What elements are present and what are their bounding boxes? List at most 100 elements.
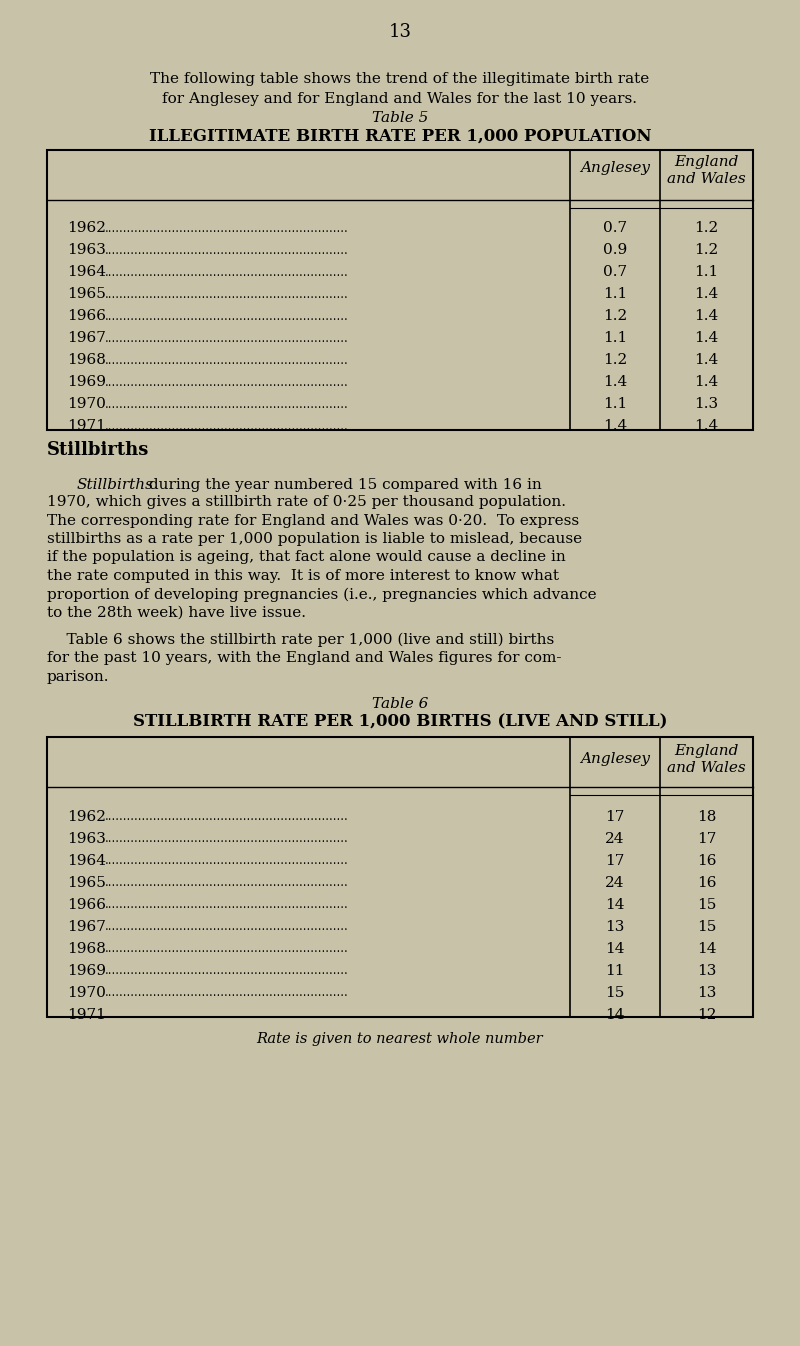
Text: 13: 13 — [606, 921, 625, 934]
Text: 1970: 1970 — [67, 397, 106, 411]
Text: 1.4: 1.4 — [603, 419, 627, 433]
Text: 14: 14 — [606, 942, 625, 956]
Text: The corresponding rate for England and Wales was 0·20.  To express: The corresponding rate for England and W… — [47, 514, 579, 528]
Text: 1.4: 1.4 — [694, 419, 718, 433]
Text: Table 5: Table 5 — [372, 110, 428, 125]
Text: 1967: 1967 — [67, 921, 106, 934]
Text: during the year numbered 15 compared with 16 in: during the year numbered 15 compared wit… — [144, 478, 542, 493]
Text: .................................................................: ........................................… — [105, 810, 349, 824]
Text: 14: 14 — [606, 898, 625, 913]
Text: to the 28th week) have live issue.: to the 28th week) have live issue. — [47, 606, 306, 621]
Text: The following table shows the trend of the illegitimate birth rate
for Anglesey : The following table shows the trend of t… — [150, 71, 650, 105]
Text: 1.2: 1.2 — [603, 353, 627, 367]
Text: .................................................................: ........................................… — [105, 397, 349, 411]
Text: 1970, which gives a stillbirth rate of 0·25 per thousand population.: 1970, which gives a stillbirth rate of 0… — [47, 495, 566, 509]
Text: 1965: 1965 — [67, 876, 106, 890]
Text: 13: 13 — [697, 964, 716, 979]
Text: .................................................................: ........................................… — [105, 222, 349, 234]
Text: 0.7: 0.7 — [603, 221, 627, 236]
Text: 16: 16 — [697, 853, 716, 868]
Text: .................................................................: ........................................… — [105, 876, 349, 890]
Text: 1964: 1964 — [67, 265, 106, 279]
Text: 1963: 1963 — [67, 832, 106, 847]
Text: 1964: 1964 — [67, 853, 106, 868]
Text: 1.1: 1.1 — [694, 265, 718, 279]
Text: 1962: 1962 — [67, 810, 106, 824]
Text: 1.2: 1.2 — [694, 244, 718, 257]
Text: Rate is given to nearest whole number: Rate is given to nearest whole number — [257, 1032, 543, 1046]
Text: 12: 12 — [697, 1008, 716, 1022]
Text: 1.4: 1.4 — [694, 287, 718, 302]
Text: .................................................................: ........................................… — [105, 899, 349, 911]
Text: ILLEGITIMATE BIRTH RATE PER 1,000 POPULATION: ILLEGITIMATE BIRTH RATE PER 1,000 POPULA… — [149, 128, 651, 144]
Text: 24: 24 — [606, 832, 625, 847]
Text: .................................................................: ........................................… — [105, 987, 349, 1000]
Text: Stillbirths: Stillbirths — [47, 441, 150, 459]
Text: 1967: 1967 — [67, 331, 106, 345]
Text: 13: 13 — [389, 23, 411, 40]
Text: .................................................................: ........................................… — [105, 265, 349, 279]
Text: .................................................................: ........................................… — [105, 331, 349, 345]
Text: Anglesey: Anglesey — [580, 162, 650, 175]
Text: 1.2: 1.2 — [603, 310, 627, 323]
Text: .................................................................: ........................................… — [105, 244, 349, 257]
Text: 24: 24 — [606, 876, 625, 890]
Text: proportion of developing pregnancies (i.e., pregnancies which advance: proportion of developing pregnancies (i.… — [47, 587, 597, 602]
Text: 15: 15 — [697, 898, 716, 913]
Text: the rate computed in this way.  It is of more interest to know what: the rate computed in this way. It is of … — [47, 569, 559, 583]
Bar — [47, 149, 753, 429]
Text: 15: 15 — [697, 921, 716, 934]
Text: .................................................................: ........................................… — [105, 921, 349, 934]
Text: Anglesey: Anglesey — [580, 752, 650, 766]
Text: 17: 17 — [697, 832, 716, 847]
Text: 0.7: 0.7 — [603, 265, 627, 279]
Text: for the past 10 years, with the England and Wales figures for com-: for the past 10 years, with the England … — [47, 651, 562, 665]
Text: 1.1: 1.1 — [603, 287, 627, 302]
Text: 14: 14 — [606, 1008, 625, 1022]
Text: .................................................................: ........................................… — [105, 965, 349, 977]
Text: STILLBIRTH RATE PER 1,000 BIRTHS (LIVE AND STILL): STILLBIRTH RATE PER 1,000 BIRTHS (LIVE A… — [133, 713, 667, 731]
Text: 1962: 1962 — [67, 221, 106, 236]
Text: 1966: 1966 — [67, 898, 106, 913]
Text: .................................................................: ........................................… — [105, 376, 349, 389]
Text: 1963: 1963 — [67, 244, 106, 257]
Text: .................................................................: ........................................… — [105, 354, 349, 366]
Text: 14: 14 — [697, 942, 716, 956]
Text: Stillbirths: Stillbirths — [77, 478, 154, 493]
Text: 15: 15 — [606, 987, 625, 1000]
Text: 1970: 1970 — [67, 987, 106, 1000]
Text: 1.1: 1.1 — [603, 331, 627, 345]
Text: 1968: 1968 — [67, 942, 106, 956]
Text: Table 6: Table 6 — [372, 697, 428, 711]
Text: stillbirths as a rate per 1,000 population is liable to mislead, because: stillbirths as a rate per 1,000 populati… — [47, 532, 582, 546]
Text: 0.9: 0.9 — [603, 244, 627, 257]
Text: 1969: 1969 — [67, 376, 106, 389]
Text: 11: 11 — [606, 964, 625, 979]
Text: 1968: 1968 — [67, 353, 106, 367]
Text: 1.4: 1.4 — [694, 331, 718, 345]
Bar — [47, 738, 753, 1018]
Text: 13: 13 — [697, 987, 716, 1000]
Text: 1.4: 1.4 — [694, 376, 718, 389]
Text: 1.1: 1.1 — [603, 397, 627, 411]
Text: .................................................................: ........................................… — [105, 855, 349, 868]
Text: parison.: parison. — [47, 669, 110, 684]
Text: 1.3: 1.3 — [694, 397, 718, 411]
Text: 17: 17 — [606, 810, 625, 824]
Text: England: England — [674, 744, 738, 758]
Text: 18: 18 — [697, 810, 716, 824]
Text: 16: 16 — [697, 876, 716, 890]
Text: England: England — [674, 155, 738, 170]
Text: and Wales: and Wales — [667, 760, 746, 775]
Text: 1969: 1969 — [67, 964, 106, 979]
Text: Table 6 shows the stillbirth rate per 1,000 (live and still) births: Table 6 shows the stillbirth rate per 1,… — [47, 633, 554, 647]
Text: 17: 17 — [606, 853, 625, 868]
Text: 1966: 1966 — [67, 310, 106, 323]
Text: 1971: 1971 — [67, 419, 106, 433]
Text: 1.4: 1.4 — [694, 310, 718, 323]
Text: .................................................................: ........................................… — [105, 832, 349, 845]
Text: 1965: 1965 — [67, 287, 106, 302]
Text: 1.2: 1.2 — [694, 221, 718, 236]
Text: .................................................................: ........................................… — [105, 288, 349, 300]
Text: 1.4: 1.4 — [603, 376, 627, 389]
